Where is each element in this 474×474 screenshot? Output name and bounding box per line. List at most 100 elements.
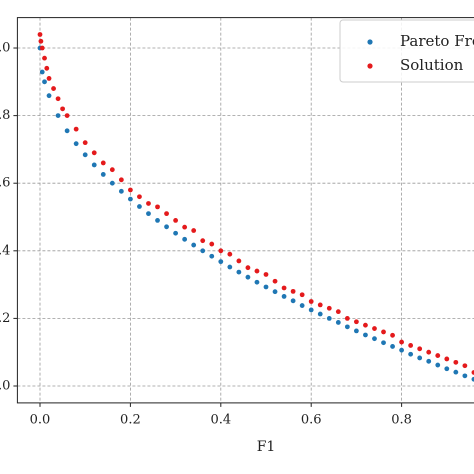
point xyxy=(100,160,106,166)
point xyxy=(64,128,70,134)
point xyxy=(42,79,47,85)
point xyxy=(218,248,224,254)
point xyxy=(127,187,133,193)
point xyxy=(453,369,459,375)
point xyxy=(191,228,197,233)
point xyxy=(82,152,88,158)
point xyxy=(254,279,260,285)
point xyxy=(335,309,341,315)
point xyxy=(155,217,160,223)
point xyxy=(39,45,45,51)
legend: Pareto Front Solution xyxy=(339,19,474,83)
point xyxy=(399,339,404,345)
point xyxy=(173,230,179,236)
y-tick-label: 1.0 xyxy=(0,41,10,56)
point xyxy=(426,358,432,364)
point xyxy=(435,362,441,368)
point xyxy=(417,355,423,361)
point xyxy=(290,298,296,304)
y-tick-label: 0.0 xyxy=(0,379,10,394)
point xyxy=(444,366,450,372)
point xyxy=(372,336,377,342)
point xyxy=(363,322,368,328)
y-tick-label: 0.8 xyxy=(0,108,10,123)
point xyxy=(354,319,359,325)
point xyxy=(227,264,233,270)
point xyxy=(46,76,52,81)
point xyxy=(109,167,115,173)
point xyxy=(471,376,474,382)
point xyxy=(209,241,215,247)
point xyxy=(91,162,97,168)
point xyxy=(381,329,386,335)
y-tick-label: 0.4 xyxy=(0,243,10,258)
point xyxy=(227,251,233,257)
point xyxy=(317,302,323,308)
x-tick-label: 0.6 xyxy=(301,412,322,427)
point xyxy=(408,343,414,348)
plot-frame xyxy=(16,17,474,404)
point xyxy=(146,211,151,217)
point xyxy=(118,188,124,194)
point xyxy=(236,258,242,264)
point xyxy=(137,204,142,209)
point xyxy=(109,180,115,186)
point xyxy=(37,32,43,37)
point xyxy=(38,38,44,44)
point xyxy=(42,55,47,61)
point xyxy=(155,204,160,210)
point xyxy=(281,285,287,291)
point xyxy=(245,274,251,280)
point xyxy=(182,224,188,230)
point xyxy=(390,344,395,349)
y-tick-label: 0.6 xyxy=(0,176,10,191)
point xyxy=(381,340,386,346)
point xyxy=(164,224,169,230)
point xyxy=(55,113,61,119)
point xyxy=(299,303,305,308)
point xyxy=(73,141,79,147)
point xyxy=(444,356,450,362)
point xyxy=(164,211,169,217)
point xyxy=(236,269,242,275)
point xyxy=(55,96,61,102)
point xyxy=(462,373,468,379)
point xyxy=(326,305,332,311)
point xyxy=(272,278,278,284)
point xyxy=(209,253,215,259)
point xyxy=(290,288,296,294)
point xyxy=(453,359,459,365)
x-tick-label: 0.2 xyxy=(120,412,141,427)
point xyxy=(191,242,197,248)
legend-marker xyxy=(367,39,373,45)
point xyxy=(417,346,423,352)
point xyxy=(137,194,142,200)
point xyxy=(344,324,350,330)
point xyxy=(471,370,474,375)
point xyxy=(118,177,124,183)
point xyxy=(173,217,179,223)
point xyxy=(200,238,206,244)
point xyxy=(200,248,206,254)
point xyxy=(308,307,314,313)
point xyxy=(91,150,97,156)
point xyxy=(363,332,368,338)
point xyxy=(390,332,395,338)
x-tick-label: 0.8 xyxy=(391,412,412,427)
point xyxy=(100,172,106,177)
point xyxy=(245,265,251,271)
point xyxy=(281,294,287,299)
point xyxy=(399,347,404,353)
point xyxy=(73,126,79,132)
point xyxy=(435,353,441,358)
x-tick-label: 0.4 xyxy=(210,412,231,427)
point xyxy=(344,316,350,321)
point xyxy=(354,328,359,334)
point xyxy=(64,113,70,119)
point xyxy=(272,289,278,295)
point xyxy=(462,363,468,369)
point xyxy=(263,284,269,290)
y-tick-label: 0.2 xyxy=(0,311,10,326)
